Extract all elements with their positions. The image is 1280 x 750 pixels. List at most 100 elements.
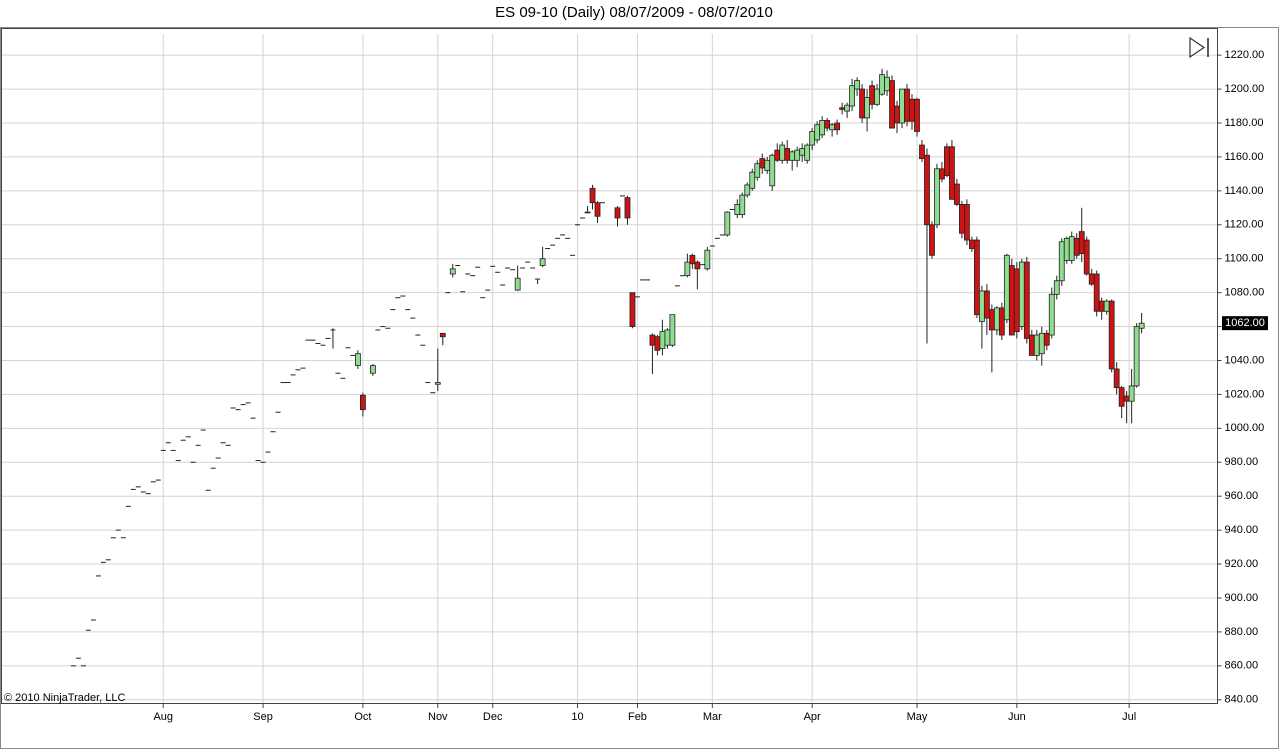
- candle-body: [1078, 231, 1085, 255]
- y-tick-label: 880.00: [1225, 626, 1259, 638]
- candle-body: [859, 88, 865, 119]
- candle-body: [969, 239, 975, 249]
- candle-body: [1118, 387, 1125, 407]
- candle-body: [1053, 280, 1060, 295]
- candle-body: [998, 307, 1005, 336]
- candle-body: [899, 88, 905, 124]
- candle-body: [654, 336, 661, 351]
- candle-body: [914, 98, 920, 132]
- x-tick-label: 10: [571, 711, 583, 723]
- candle-body: [1008, 265, 1015, 336]
- candle-body: [939, 168, 945, 180]
- candle-body: [954, 183, 960, 205]
- candle-body: [784, 148, 791, 161]
- x-tick-label: Nov: [428, 711, 448, 723]
- candle-body: [924, 154, 930, 226]
- candle-body: [734, 204, 741, 215]
- candle-body: [744, 184, 751, 196]
- candle-body: [439, 332, 446, 338]
- candle-body: [884, 76, 890, 92]
- candle-body: [1103, 300, 1110, 312]
- y-tick-label: 1000.00: [1225, 422, 1265, 434]
- y-tick-label: 1220.00: [1225, 49, 1265, 61]
- chart-title: ES 09-10 (Daily) 08/07/2009 - 08/07/2010: [495, 4, 773, 21]
- candle-body: [1038, 332, 1045, 355]
- candle-body: [1108, 300, 1115, 370]
- candle-body: [369, 365, 376, 374]
- candle-body: [629, 292, 636, 327]
- copyright: © 2010 NinjaTrader, LLC: [4, 692, 125, 704]
- frame: [0, 27, 1279, 749]
- candle-body: [624, 197, 631, 219]
- y-tick-label: 1100.00: [1225, 253, 1264, 265]
- x-tick-label: Jul: [1122, 711, 1136, 723]
- y-tick-label: 1160.00: [1225, 151, 1264, 163]
- candle-body: [1003, 254, 1010, 321]
- candle-body: [799, 148, 806, 156]
- candle-body: [769, 154, 776, 187]
- candle-body: [804, 144, 811, 161]
- candle-body: [964, 204, 970, 241]
- candle-body: [879, 74, 885, 95]
- y-tick-label: 840.00: [1225, 694, 1259, 706]
- candle-body: [824, 120, 831, 129]
- candle-body: [809, 131, 816, 146]
- candle-body: [1023, 261, 1030, 339]
- x-tick-label: Mar: [703, 711, 722, 723]
- candle-body: [814, 124, 821, 141]
- candle-body: [854, 80, 860, 90]
- candle-body: [1043, 332, 1050, 346]
- candle-body: [774, 149, 781, 161]
- candle-body: [894, 105, 900, 124]
- x-tick-label: May: [907, 711, 928, 723]
- candle-body: [754, 163, 761, 178]
- x-tick-label: Oct: [354, 711, 371, 723]
- candle-body: [864, 97, 870, 119]
- candle-body: [779, 144, 786, 161]
- candle-body: [869, 85, 875, 105]
- candle-body: [1133, 326, 1140, 387]
- candle-body: [659, 331, 666, 350]
- candle-body: [944, 146, 950, 176]
- candle-body: [669, 314, 676, 346]
- candle-body: [684, 261, 691, 277]
- candle-body: [834, 122, 841, 131]
- candle-body: [514, 277, 521, 291]
- candles: [70, 68, 1145, 667]
- candle-body: [724, 211, 731, 236]
- candle-body: [1018, 261, 1025, 327]
- candle-body: [764, 159, 771, 171]
- y-tick-label: 1120.00: [1225, 219, 1264, 231]
- y-tick-label: 940.00: [1225, 524, 1259, 536]
- candle-body: [929, 224, 935, 256]
- y-tick-label: 900.00: [1225, 592, 1259, 604]
- candle-body: [1058, 241, 1065, 282]
- candle-body: [1083, 239, 1090, 275]
- scroll-end-icon[interactable]: [1189, 36, 1209, 59]
- candle-body: [794, 149, 801, 161]
- candle-body: [1138, 322, 1145, 329]
- candle-body: [829, 124, 836, 131]
- candle-body: [749, 171, 756, 189]
- y-tick-label: 960.00: [1225, 490, 1259, 502]
- candle-body: [759, 158, 766, 169]
- candle-body: [1128, 385, 1135, 402]
- candle-body: [449, 268, 456, 275]
- candle-body: [959, 204, 965, 234]
- candle-body: [819, 120, 826, 136]
- candle-body: [614, 207, 621, 219]
- candle-body: [973, 239, 980, 316]
- candle-body: [1013, 268, 1020, 333]
- candle-body: [983, 290, 990, 319]
- candle-body: [909, 98, 915, 122]
- candle-body: [664, 329, 671, 346]
- candle-body: [874, 88, 880, 105]
- y-tick-label: 1040.00: [1225, 354, 1265, 366]
- candle-body: [1028, 334, 1035, 356]
- candle-body: [1068, 236, 1075, 261]
- candle-body: [704, 249, 711, 270]
- candle-body: [934, 168, 940, 226]
- candle-body: [919, 144, 925, 160]
- candle-body: [1088, 273, 1095, 285]
